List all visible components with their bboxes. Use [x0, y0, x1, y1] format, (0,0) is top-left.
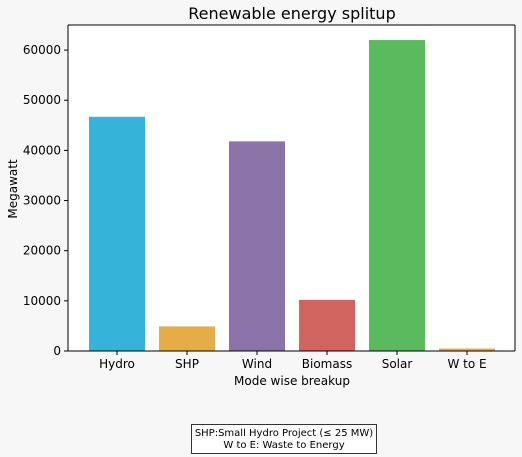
footnote-shp: SHP:Small Hydro Project (≤ 25 MW)	[192, 428, 376, 440]
x-axis-label: Mode wise breakup	[234, 374, 350, 388]
x-tick-label: W to E	[447, 357, 486, 371]
y-tick-label: 40000	[23, 143, 61, 157]
footnote-box: SHP:Small Hydro Project (≤ 25 MW) W to E…	[191, 424, 377, 454]
x-tick-label: Wind	[242, 357, 272, 371]
bar-biomass	[299, 300, 355, 351]
y-axis: 0 10000 20000 30000 40000 50000 60000	[23, 43, 68, 358]
y-tick-label: 60000	[23, 43, 61, 57]
footnote-wte: W to E: Waste to Energy	[192, 440, 376, 452]
y-tick-label: 0	[53, 344, 61, 358]
x-tick-label: Hydro	[99, 357, 135, 371]
x-axis: Hydro SHP Wind Biomass Solar W to E	[99, 351, 486, 371]
y-tick-label: 10000	[23, 294, 61, 308]
chart-title: Renewable energy splitup	[188, 4, 395, 23]
y-axis-label: Megawatt	[6, 159, 20, 219]
x-tick-label: SHP	[175, 357, 199, 371]
x-tick-label: Solar	[382, 357, 413, 371]
y-tick-label: 20000	[23, 244, 61, 258]
bar-hydro	[89, 117, 145, 351]
y-tick-label: 30000	[23, 194, 61, 208]
y-tick-label: 50000	[23, 93, 61, 107]
bar-shp	[159, 326, 215, 351]
bar-solar	[369, 40, 425, 351]
x-tick-label: Biomass	[302, 357, 352, 371]
bar-wind	[229, 141, 285, 351]
